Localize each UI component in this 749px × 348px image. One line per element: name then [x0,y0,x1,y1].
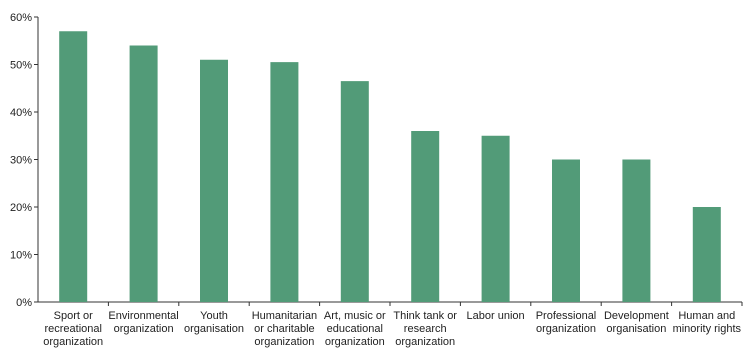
x-category-label: Development organisation [604,310,669,335]
y-axis: 0% 10% 20% 30% 40% 50% 60% [10,12,39,309]
y-tick-label: 20% [10,202,32,214]
x-category-label: Labor union [467,310,525,322]
x-category-label: Think tank or research organization [393,310,457,348]
category-labels: Sport or recreational organizationEnvironm… [43,310,741,348]
bar [340,81,369,302]
x-category-label: Human and minority rights [673,310,742,335]
x-category-label: Humanitarian or charitable organization [252,310,317,348]
y-tick-label: 30% [10,155,32,167]
bar [552,159,580,302]
x-category-label: Art, music or educational organization [324,310,386,348]
x-category-label: Youth organisation [184,310,244,335]
y-tick-label: 0% [16,297,32,309]
bar [622,159,651,302]
bar [200,59,228,302]
y-tick-label: 50% [10,60,32,72]
x-category-label: Professional organization [536,310,597,335]
bar [692,207,721,302]
bars [59,31,721,302]
y-tick-label: 10% [10,250,32,262]
x-category-label: Environmental organization [108,310,178,335]
bar [270,62,299,302]
bar [129,45,158,302]
x-category-label: Sport or recreational organization [43,310,103,348]
y-tick-label: 60% [10,12,32,24]
bar [481,135,510,302]
bar [59,31,88,302]
y-tick-label: 40% [10,107,32,119]
bar [411,131,440,302]
x-axis [38,301,743,306]
